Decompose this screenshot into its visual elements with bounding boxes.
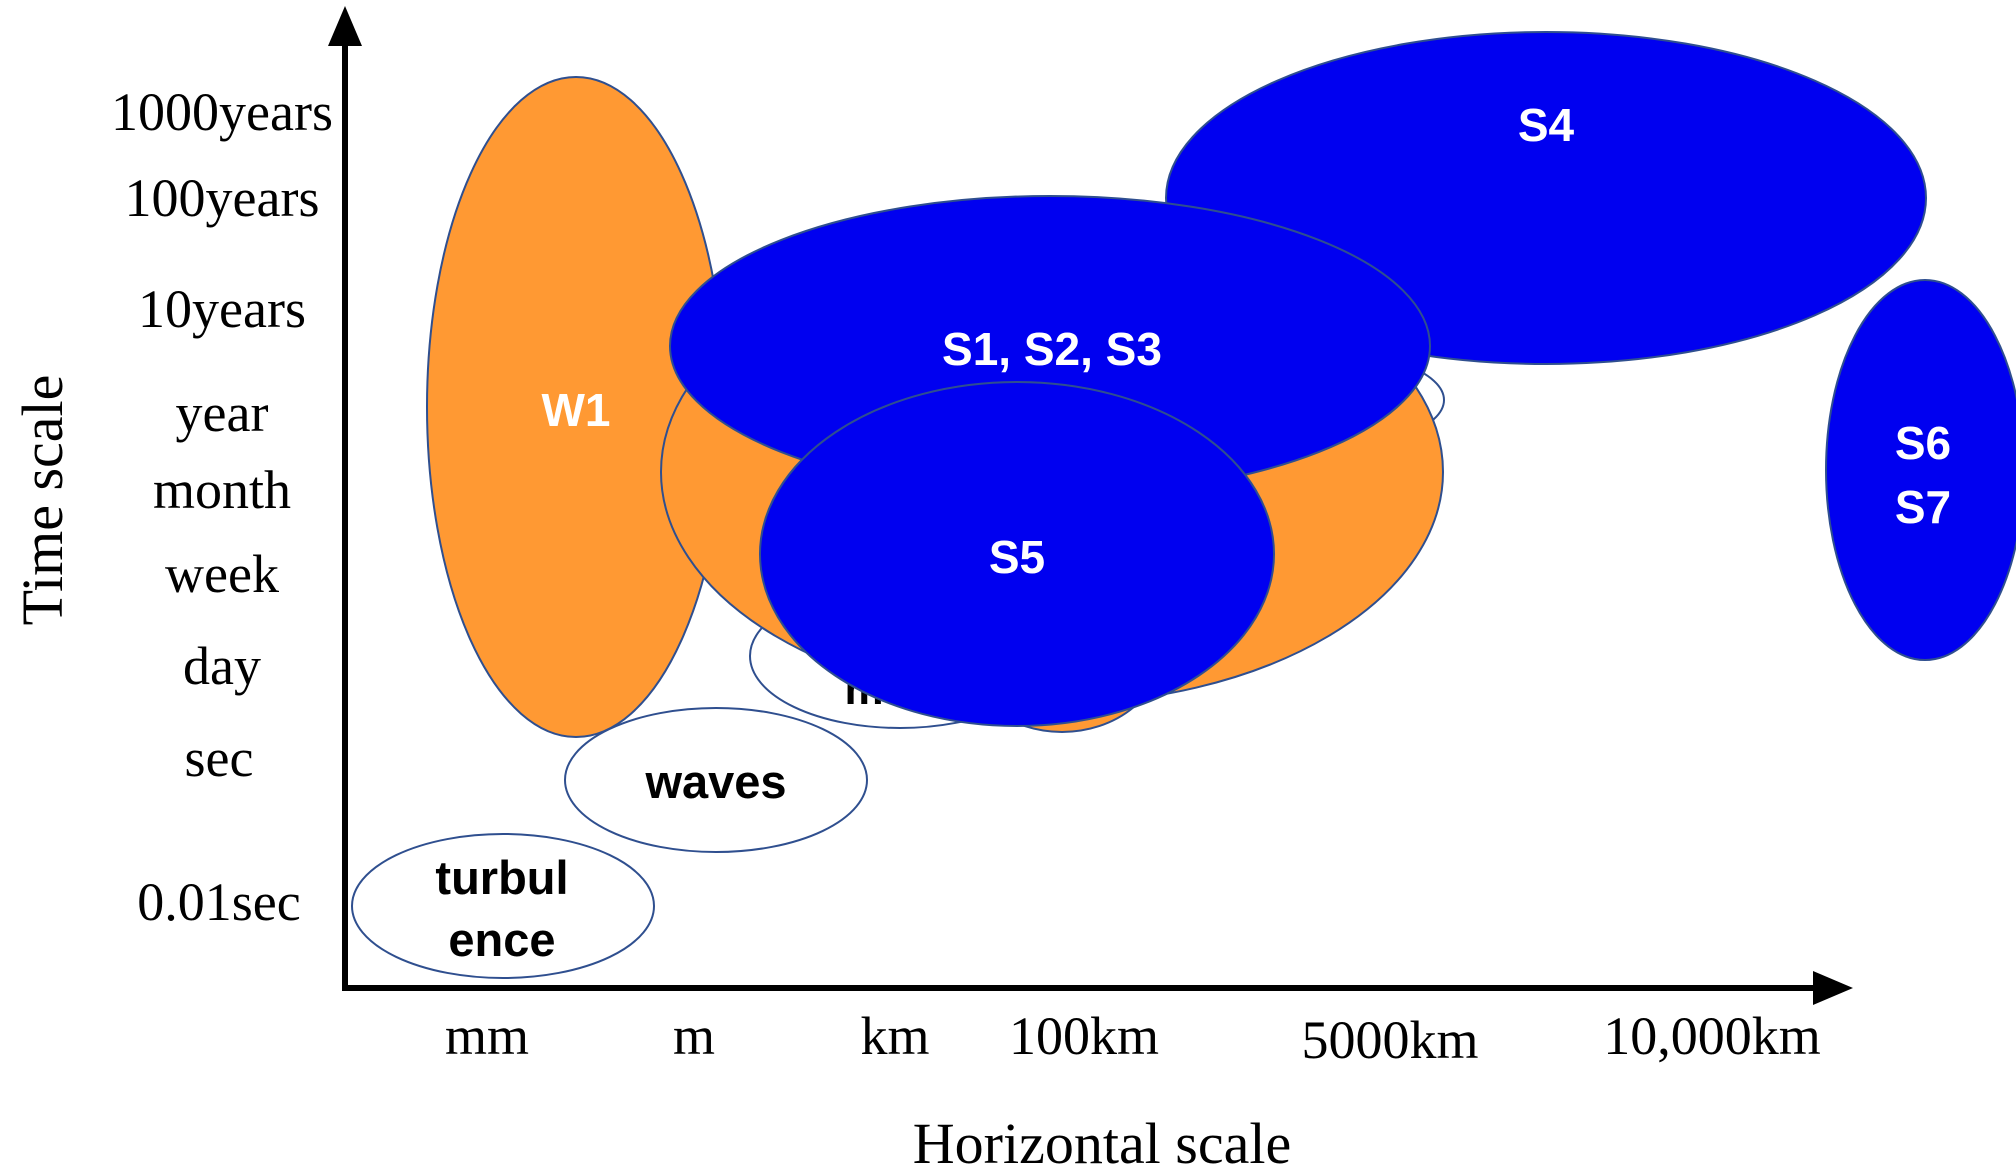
y-tick-day: day bbox=[183, 636, 261, 696]
x-tick-mm: mm bbox=[445, 1006, 529, 1066]
s4-label: S4 bbox=[1518, 99, 1575, 151]
x-tick-m: m bbox=[673, 1006, 715, 1066]
s67-region bbox=[1825, 279, 2016, 661]
x-axis-title: Horizontal scale bbox=[913, 1111, 1291, 1173]
s7-label: S7 bbox=[1895, 481, 1951, 533]
turbulence-label-line2: ence bbox=[448, 913, 555, 966]
turbulence-region bbox=[351, 833, 655, 979]
y-tick-100years: 100years bbox=[125, 168, 320, 228]
y-tick-0.01sec: 0.01sec bbox=[137, 872, 300, 932]
s123-label: S1, S2, S3 bbox=[942, 323, 1162, 375]
waves-region bbox=[564, 707, 868, 853]
s5-region bbox=[759, 381, 1275, 727]
x-tick-100km: 100km bbox=[1009, 1006, 1159, 1066]
y-tick-year: year bbox=[176, 383, 269, 443]
s6-label: S6 bbox=[1895, 417, 1951, 469]
y-tick-month: month bbox=[153, 460, 291, 520]
y-axis-title: Time scale bbox=[10, 375, 75, 626]
y-tick-1000years: 1000years bbox=[111, 82, 333, 142]
turbulence-label-line1: turbul bbox=[435, 851, 568, 904]
x-tick-km: km bbox=[860, 1006, 929, 1066]
s5-label: S5 bbox=[989, 531, 1045, 583]
x-axis-arrowhead bbox=[1813, 971, 1853, 1005]
y-axis-arrowhead bbox=[328, 6, 362, 46]
x-tick-5000km: 5000km bbox=[1301, 1010, 1478, 1070]
x-tick-10000km: 10,000km bbox=[1603, 1006, 1821, 1066]
waves-label: waves bbox=[644, 755, 786, 808]
w1-label: W1 bbox=[542, 384, 611, 436]
y-tick-10years: 10years bbox=[138, 279, 306, 339]
y-tick-week: week bbox=[165, 544, 279, 604]
y-tick-sec: sec bbox=[185, 728, 254, 788]
